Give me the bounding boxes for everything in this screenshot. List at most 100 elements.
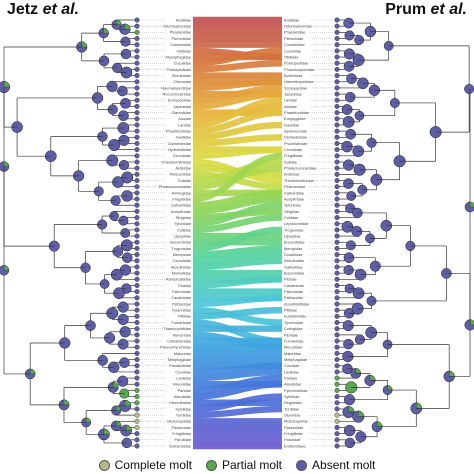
taxon-label-left: Psittacidae [172,301,191,306]
taxon-label-left: Furnariidae [171,320,191,325]
taxon-label-right: Tyrannidae [284,320,303,325]
ancestral-state-slice [376,421,383,427]
tip-marker [134,326,140,332]
tip-marker [134,178,140,184]
tip-marker [334,443,340,449]
taxon-label-right: Bucerotidae [284,240,305,245]
taxon-label-right: Muscicapidae [284,419,308,424]
tip-marker [134,270,140,276]
ancestral-state-slice [3,81,10,88]
taxon-label-right: Laniidae [284,369,299,374]
taxon-label-left: Coliidae [177,227,191,232]
tip-marker [334,36,340,42]
taxon-label-right: Upupidae [284,233,301,238]
taxon-label-left: Jacanidae [173,104,191,109]
taxon-label-left: Alcidae [178,116,191,121]
tip-marker [334,184,340,190]
taxon-label-left: Cuculidae [174,61,191,66]
ancestral-state-slice [416,402,423,409]
taxon-label-right: Jacanidae [284,91,302,96]
taxon-connector [192,121,283,141]
taxon-label-left: Laridae [178,122,191,127]
taxon-label-left: Recurvirostridae [163,91,191,96]
legend-label: Complete molt [114,458,192,472]
tip-marker [134,66,140,72]
taxon-connector [192,47,283,67]
tip-marker [134,258,140,264]
tip-marker [134,443,140,449]
taxon-label-right: Fregatidae [284,153,303,158]
taxon-label-left: Strigidae [176,215,191,220]
taxon-label-right: Cariamidae [284,283,304,288]
taxon-connector [192,393,283,413]
ancestral-state-slice [3,161,10,167]
tip-marker [134,128,140,134]
taxon-connector [192,276,283,289]
taxon-label-right: Phoenicopteridae [284,67,314,72]
taxon-label-right: Phalacrocoracidae [284,166,316,171]
taxon-label-right: Fringillidae [284,431,303,436]
tip-marker [334,23,340,29]
taxon-label-left: Ciconiidae [173,153,191,158]
tip-marker [134,418,140,424]
tip-marker [334,116,340,122]
taxon-connector [192,294,283,308]
taxon-connector [192,84,283,104]
tip-marker [334,301,340,307]
ancestral-state-slice [116,420,122,427]
taxon-label-right: Phaethontidae [284,110,309,115]
taxon-label-left: Cacatuidae [171,295,191,300]
tip-marker [334,103,340,109]
ancestral-state-slice [369,374,376,381]
tip-marker [134,221,140,227]
taxon-label-left: Fregatidae [172,196,191,201]
taxon-label-right: Burhinidae [284,73,303,78]
taxon-label-left: Ramphastidae [166,277,191,282]
legend-item-complete: Complete molt [98,457,192,473]
tip-marker [134,301,140,307]
taxon-label-left: Hirundinidae [169,400,191,405]
ancestral-state-slice [103,428,110,435]
tip-marker [134,344,140,350]
tip-marker [134,369,140,375]
tip-marker [334,233,340,239]
taxon-label-right: Odontophoridae [284,24,312,29]
tip-marker [134,332,140,338]
tip-marker [334,17,340,23]
taxon-label-left: Climacteridae [167,338,191,343]
tip-marker [334,295,340,301]
taxon-label-right: Galbulidae [284,264,303,269]
taxon-label-right: Turdidae [284,406,299,411]
taxon-label-right: Scolopacidae [284,85,307,90]
tip-marker [334,97,340,103]
tip-marker [134,295,140,301]
taxon-label-left: Upupidae [174,233,191,238]
tip-marker [134,79,140,85]
ancestral-state-slice [124,399,132,407]
taxon-connector [192,152,283,203]
taxon-label-left: Diomedeidae [168,141,191,146]
taxon-label-right: Cathartidae [284,190,304,195]
ancestral-state-slice [469,319,474,326]
tip-marker [334,406,340,412]
tip-marker [134,400,140,406]
taxon-label-left: Fringillidae [172,431,191,436]
tip-marker [134,165,140,171]
taxon-label-left: Thamnophilidae [163,326,191,331]
taxon-label-right: Laridae [284,98,297,103]
taxon-label-left: Alaudidae [174,394,191,399]
taxon-label-right: Paridae [284,375,297,380]
taxon-label-right: Falconidae [284,289,303,294]
taxon-label-right: Sulidae [284,159,297,164]
tip-marker [334,91,340,97]
tip-marker [334,394,340,400]
ancestral-state-slice [63,399,70,406]
tip-marker [134,437,140,443]
taxon-connector [192,405,283,419]
ancestral-state-slice [81,41,88,48]
tip-marker [134,375,140,381]
tip-marker [334,73,340,79]
legend-item-absent: Absent molt [296,457,375,473]
taxon-label-right: Emberizidae [284,443,306,448]
